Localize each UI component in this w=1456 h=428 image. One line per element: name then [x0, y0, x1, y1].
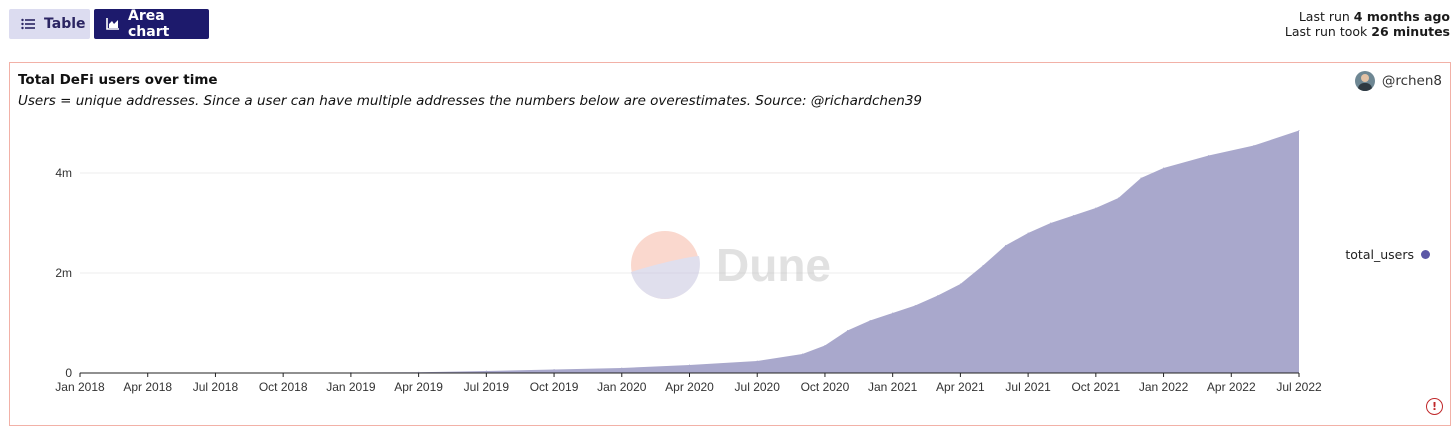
x-tick-label: Jan 2020: [597, 380, 647, 394]
x-tick-label: Jul 2018: [193, 380, 239, 394]
data-point: [553, 369, 555, 370]
y-tick-label: 0: [65, 366, 72, 380]
data-point: [937, 295, 939, 296]
data-point: [1140, 177, 1142, 179]
data-point: [959, 283, 961, 285]
data-point: [1253, 145, 1255, 146]
x-tick-label: Apr 2022: [1207, 380, 1256, 394]
data-point: [982, 265, 984, 266]
legend-dot: [1421, 250, 1430, 259]
tab-table[interactable]: Table: [9, 9, 90, 39]
x-tick-label: Apr 2019: [394, 380, 443, 394]
data-point: [1027, 232, 1029, 234]
legend-item[interactable]: total_users: [1345, 247, 1430, 262]
data-point: [1163, 167, 1165, 169]
data-point: [914, 305, 916, 306]
data-point: [1072, 215, 1074, 216]
last-run: Last run 4 months ago: [1298, 9, 1450, 24]
x-tick-label: Jan 2021: [868, 380, 918, 394]
warning-icon[interactable]: !: [1426, 398, 1443, 415]
data-point: [756, 360, 758, 362]
avatar: [1354, 71, 1375, 91]
run-info: Last run 4 months ago Last run took 26 m…: [1285, 9, 1450, 39]
data-point: [621, 367, 623, 369]
tab-area-chart-label: Area chart: [128, 8, 170, 40]
data-point: [485, 370, 487, 372]
x-tick-label: Jan 2018: [55, 380, 105, 394]
data-point: [689, 364, 690, 366]
tab-area-chart[interactable]: Area chart: [94, 8, 209, 40]
area-chart-icon: [106, 18, 119, 30]
x-tick-label: Oct 2020: [801, 380, 850, 394]
list-icon: [21, 18, 35, 30]
x-tick-label: Jul 2019: [464, 380, 510, 394]
x-tick-label: Oct 2021: [1071, 380, 1120, 394]
legend-label: total_users: [1345, 247, 1414, 262]
data-point: [1095, 207, 1097, 209]
x-tick-label: Jul 2022: [1276, 380, 1322, 394]
x-tick-label: Oct 2018: [259, 380, 308, 394]
data-point: [847, 330, 848, 331]
x-tick-label: Apr 2018: [123, 380, 172, 394]
chart-subtitle: Users = unique addresses. Since a user c…: [18, 93, 922, 109]
dune-watermark: Dune: [631, 231, 831, 299]
watermark-text: Dune: [716, 239, 831, 291]
author[interactable]: @rchen8: [1354, 71, 1442, 91]
area-series-total_users: [80, 130, 1299, 373]
x-tick-label: Apr 2021: [936, 380, 985, 394]
tab-table-label: Table: [44, 16, 86, 32]
data-point: [1117, 197, 1119, 199]
x-tick-label: Jul 2020: [735, 380, 781, 394]
data-point: [801, 353, 803, 355]
data-point: [892, 312, 894, 314]
x-tick-label: Jul 2021: [1005, 380, 1051, 394]
data-point: [869, 320, 871, 321]
data-point: [824, 345, 826, 346]
chart-card: Total DeFi users over time Users = uniqu…: [9, 62, 1451, 426]
x-tick-label: Oct 2019: [530, 380, 579, 394]
last-run-duration: Last run took 26 minutes: [1284, 24, 1450, 39]
chart-title: Total DeFi users over time: [18, 72, 218, 88]
data-point: [1208, 155, 1210, 156]
x-tick-label: Jan 2019: [326, 380, 376, 394]
data-point: [1050, 222, 1052, 224]
author-name: @rchen8: [1381, 73, 1442, 89]
area-chart: Dune 0 2m 4m Jan 2018 Apr 2018 Jul 2018 Oct 20…: [55, 130, 1322, 394]
x-tick-label: Apr 2020: [665, 380, 714, 394]
y-tick-label: 2m: [55, 266, 72, 280]
data-point: [1005, 245, 1006, 246]
data-point: [1298, 130, 1300, 131]
y-tick-label: 4m: [55, 166, 72, 180]
x-tick-label: Jan 2022: [1139, 380, 1189, 394]
